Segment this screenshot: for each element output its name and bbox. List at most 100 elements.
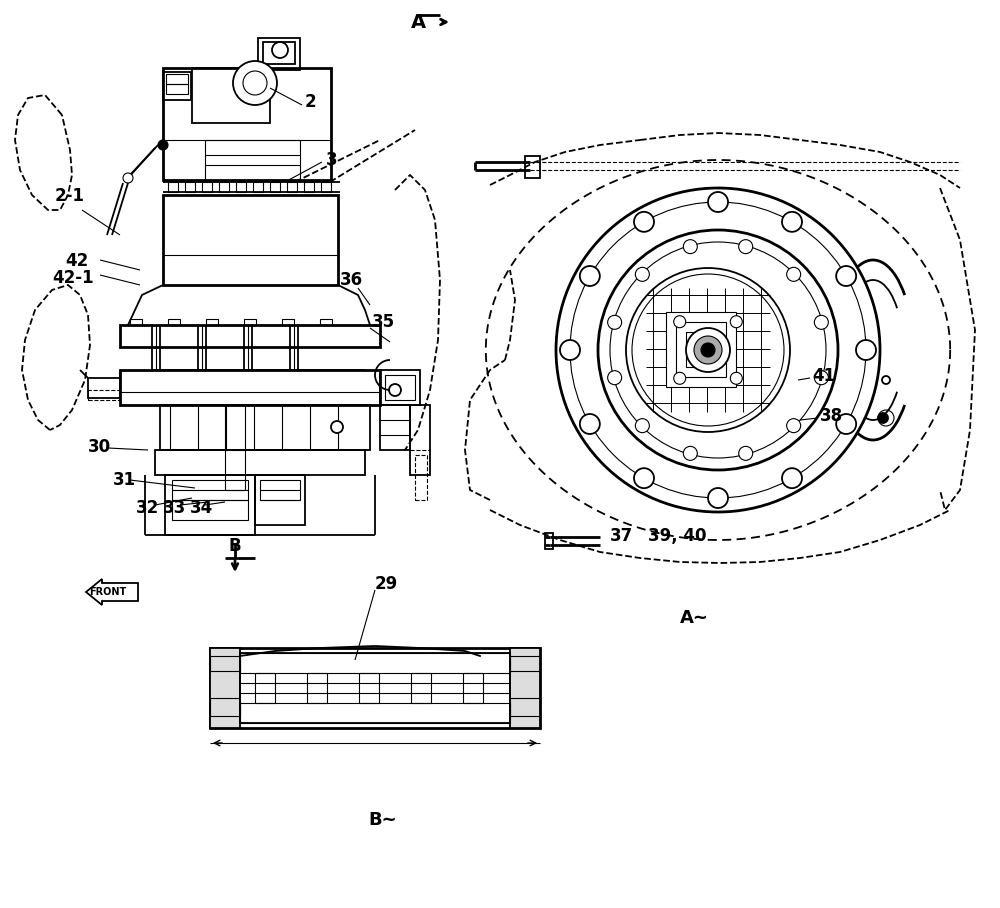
Bar	[240, 653, 510, 673]
Circle shape	[580, 266, 600, 286]
FancyArrow shape	[86, 579, 138, 605]
Circle shape	[674, 372, 686, 384]
Bar	[163, 195, 338, 285]
Bar	[321, 182, 331, 192]
Bar	[686, 332, 716, 367]
Bar	[88, 378, 120, 398]
Bar	[160, 405, 370, 450]
Text: A: A	[410, 13, 426, 32]
Bar	[155, 450, 365, 475]
Bar	[510, 698, 540, 716]
Text: B~: B~	[369, 811, 397, 829]
Text: 34: 34	[190, 499, 213, 517]
Circle shape	[243, 71, 267, 95]
Bar	[320, 319, 332, 325]
Bar	[225, 405, 245, 490]
Circle shape	[635, 267, 649, 281]
Bar	[219, 182, 229, 192]
Text: B: B	[229, 537, 241, 555]
Bar	[165, 475, 255, 535]
Bar	[120, 370, 380, 405]
Circle shape	[331, 421, 343, 433]
Circle shape	[686, 328, 730, 372]
Text: 42-1: 42-1	[52, 269, 94, 287]
Bar	[192, 68, 270, 123]
Circle shape	[608, 370, 622, 385]
Circle shape	[782, 469, 802, 489]
Text: 38: 38	[820, 407, 843, 425]
Bar	[380, 405, 410, 450]
Bar	[258, 38, 300, 70]
Circle shape	[683, 447, 697, 460]
Bar	[130, 319, 142, 325]
Bar	[88, 390, 120, 400]
Circle shape	[730, 316, 742, 328]
Bar	[510, 648, 540, 728]
Circle shape	[708, 192, 728, 212]
Bar	[210, 648, 540, 728]
Bar	[380, 370, 420, 405]
Bar	[166, 84, 188, 94]
Circle shape	[708, 488, 728, 508]
Circle shape	[787, 419, 801, 432]
Circle shape	[856, 340, 876, 360]
Circle shape	[570, 202, 866, 498]
Text: 36: 36	[340, 271, 363, 289]
Text: 30: 30	[88, 438, 111, 456]
Text: 39, 40: 39, 40	[648, 527, 706, 545]
Circle shape	[632, 274, 784, 426]
Bar	[410, 405, 430, 475]
Text: 2-1: 2-1	[55, 187, 85, 205]
Bar	[270, 182, 280, 192]
Circle shape	[836, 266, 856, 286]
Circle shape	[882, 376, 890, 384]
Circle shape	[610, 242, 826, 458]
Bar	[263, 42, 295, 64]
Bar	[385, 375, 415, 400]
Bar	[206, 319, 218, 325]
Circle shape	[158, 140, 168, 150]
Circle shape	[683, 240, 697, 253]
Bar	[282, 319, 294, 325]
Bar	[240, 703, 510, 723]
Circle shape	[635, 419, 649, 432]
Bar	[525, 156, 540, 178]
Text: 29: 29	[375, 575, 398, 593]
Bar	[210, 698, 240, 716]
Circle shape	[233, 61, 277, 105]
Text: 41: 41	[812, 367, 835, 385]
Text: 31: 31	[113, 471, 136, 489]
Bar	[253, 182, 263, 192]
Bar	[510, 656, 540, 671]
Circle shape	[787, 267, 801, 281]
Circle shape	[634, 469, 654, 489]
Bar	[359, 673, 379, 703]
Circle shape	[730, 372, 742, 384]
Circle shape	[272, 42, 288, 58]
Circle shape	[634, 212, 654, 232]
Circle shape	[608, 315, 622, 330]
Circle shape	[674, 316, 686, 328]
Circle shape	[701, 343, 715, 357]
Bar	[120, 325, 380, 347]
Circle shape	[560, 340, 580, 360]
Text: A~: A~	[680, 609, 709, 627]
Bar	[666, 312, 736, 387]
Circle shape	[580, 414, 600, 434]
Circle shape	[814, 370, 828, 385]
Text: 2: 2	[305, 93, 317, 111]
Bar	[205, 140, 300, 180]
Circle shape	[782, 212, 802, 232]
Bar	[545, 533, 553, 549]
Bar	[185, 182, 195, 192]
Bar	[304, 182, 314, 192]
Bar	[255, 475, 305, 525]
Bar	[260, 480, 300, 500]
Bar	[210, 648, 240, 728]
Bar	[202, 182, 212, 192]
Text: 33: 33	[163, 499, 186, 517]
Circle shape	[389, 384, 401, 396]
Circle shape	[836, 414, 856, 434]
Bar	[210, 656, 240, 671]
Circle shape	[694, 336, 722, 364]
